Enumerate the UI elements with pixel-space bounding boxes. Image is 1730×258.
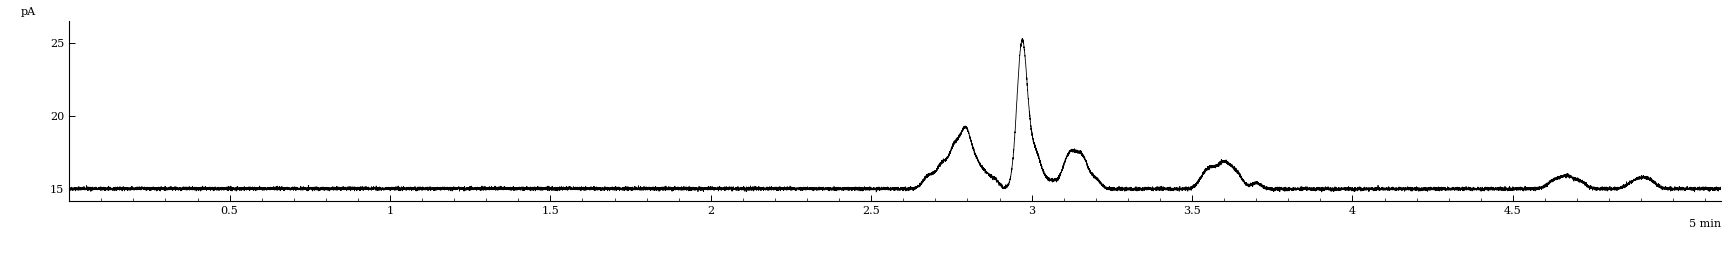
Text: 5 min: 5 min: [1688, 219, 1721, 229]
Y-axis label: pA: pA: [21, 7, 35, 17]
